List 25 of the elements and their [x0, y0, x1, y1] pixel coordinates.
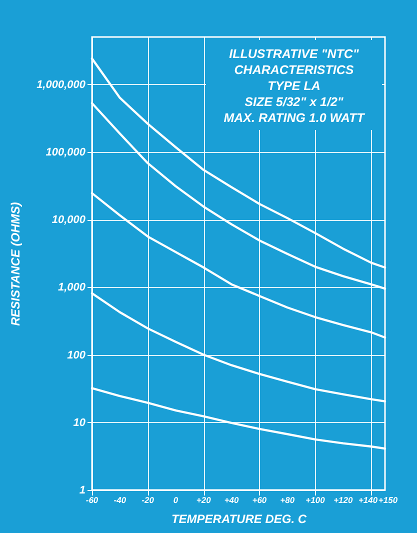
x-tick-label: -20 [142, 495, 154, 505]
x-tick-label: 0 [173, 495, 178, 505]
y-tick-label: 100 [67, 349, 86, 362]
x-tick-label: +80 [280, 495, 295, 505]
x-tick-label: +40 [224, 495, 240, 505]
x-tick-label: +60 [252, 495, 267, 505]
y-tick-label: 10,000 [52, 214, 86, 226]
annotation: TYPE LA [266, 78, 322, 94]
y-tick-label: 1 [79, 484, 86, 496]
x-tick-label: +150 [378, 495, 398, 505]
x-tick-label: -60 [86, 495, 98, 505]
y-tick-label: 10 [73, 416, 86, 429]
y-tick-label: 100,000 [46, 146, 86, 158]
annotation: MAX. RATING 1.0 WATT [222, 110, 366, 126]
y-axis-title: RESISTANCE (OHMS) [8, 202, 23, 326]
x-tick-label: +140 [358, 495, 378, 505]
x-tick-label: +120 [334, 495, 353, 505]
x-tick-label: +20 [196, 495, 212, 505]
y-tick-label: 1,000 [58, 282, 86, 294]
x-tick-label: +100 [306, 495, 326, 505]
x-axis-title: TEMPERATURE DEG. C [171, 512, 307, 526]
x-tick-label: -40 [114, 495, 126, 505]
y-tick-label: 1,000,000 [36, 78, 86, 91]
text: ILLUSTRATIVE "NTC" CHARACTERISTICS [228, 46, 360, 78]
annotation: SIZE 5/32" x 1/2" [244, 94, 344, 110]
